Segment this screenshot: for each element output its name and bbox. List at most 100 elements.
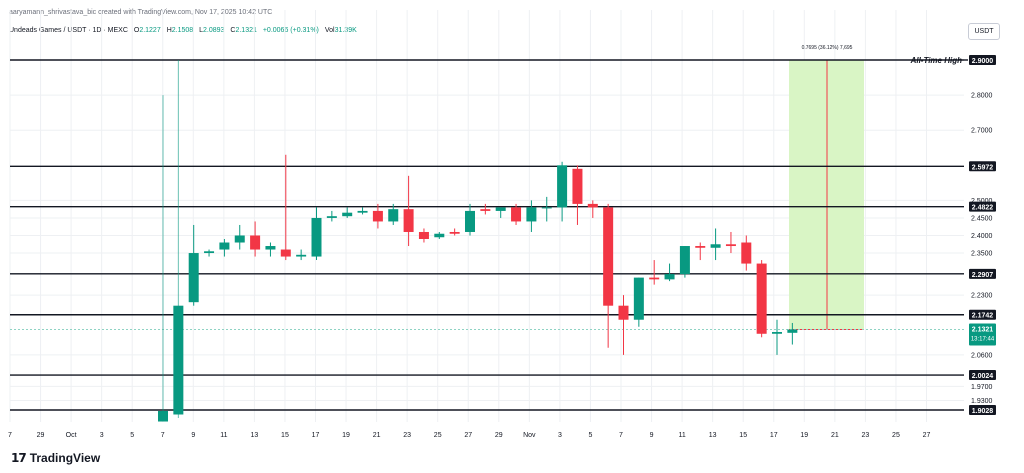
- ohlc-high-key: H: [166, 27, 172, 34]
- x-tick-label: 11: [678, 432, 685, 439]
- level-label: 2.1742: [972, 313, 994, 320]
- candle-body: [372, 210, 383, 222]
- tradingview-logo[interactable]: 17 TradingView: [11, 451, 100, 465]
- candle-body: [204, 251, 215, 254]
- candle-body: [772, 332, 782, 334]
- y-tick-label: 2.0600: [971, 352, 993, 359]
- ohlc-low-value: 2.0893: [203, 27, 225, 34]
- y-tick-label: 1.9700: [971, 384, 993, 391]
- x-tick-label: 9: [650, 432, 654, 439]
- candle-body: [311, 217, 322, 257]
- currency-button[interactable]: USDT: [968, 23, 1000, 40]
- y-tick-label: 2.4500: [971, 215, 993, 222]
- candle-body: [280, 249, 291, 257]
- candle-body: [787, 329, 798, 333]
- x-tick-label: Oct: [66, 432, 77, 439]
- y-tick-label: 2.3500: [971, 251, 993, 258]
- y-tick-label: 1.9300: [971, 398, 993, 405]
- level-label-box: [969, 268, 996, 279]
- candle-body: [388, 209, 399, 222]
- candle-body: [403, 209, 414, 232]
- x-tick-label: 15: [281, 432, 289, 439]
- x-tick-label: 7: [8, 432, 12, 439]
- time-axis: 7 29 Oct 3 5 7 9 11 13 15 17 19 21 23 25 27 29 Nov 3 5 7 9 11 1…: [8, 432, 930, 439]
- candle-body: [695, 246, 706, 248]
- x-tick-label: 5: [130, 432, 134, 439]
- x-tick-label: 19: [342, 432, 350, 439]
- x-tick-label: 25: [434, 432, 442, 439]
- candle-body: [679, 246, 690, 275]
- chart-creator-credit: aaryamann_shrivastava_bic created with T…: [9, 9, 273, 16]
- candle-body: [572, 168, 583, 204]
- x-tick-label: 21: [831, 432, 839, 439]
- x-tick-label: 23: [403, 432, 411, 439]
- x-tick-label: 27: [923, 432, 931, 439]
- candle-body: [357, 210, 368, 213]
- candle-body: [633, 277, 644, 320]
- candle-body: [234, 235, 245, 243]
- x-tick-label: 19: [800, 432, 808, 439]
- candle-body: [587, 203, 598, 208]
- candle-body: [541, 207, 552, 209]
- tradingview-logo-icon: 17: [11, 451, 27, 465]
- x-tick-label: 5: [588, 432, 592, 439]
- x-tick-label: 15: [739, 432, 747, 439]
- candle-body: [418, 231, 429, 240]
- candle-body: [664, 274, 675, 280]
- x-tick-label: 25: [892, 432, 900, 439]
- x-tick-label: 7: [619, 432, 623, 439]
- y-tick-label: 2.8000: [971, 93, 993, 100]
- level-label: 2.9000: [972, 58, 994, 65]
- candles: [158, 60, 798, 422]
- x-tick-label: 9: [191, 432, 195, 439]
- candle-body: [649, 277, 660, 280]
- candle-body: [618, 305, 629, 320]
- x-tick-label: 11: [220, 432, 227, 439]
- price-change: +0.0066 (+0.31%): [262, 27, 319, 34]
- ohlc-open-value: 2.1227: [139, 27, 161, 34]
- x-tick-label: 29: [37, 432, 45, 439]
- x-tick-label: 29: [495, 432, 503, 439]
- x-tick-label: 7: [161, 432, 165, 439]
- candle-body: [173, 305, 184, 415]
- projection-label: 0.7695 (36.12%) 7,695: [802, 45, 853, 51]
- y-tick-label: 2.7000: [971, 128, 993, 135]
- level-label: 2.2907: [972, 272, 994, 279]
- x-tick-label: 3: [100, 432, 104, 439]
- x-tick-label: 17: [312, 432, 320, 439]
- x-tick-label: 3: [558, 432, 562, 439]
- candle-body: [511, 207, 522, 222]
- ohlc-close-key: C: [230, 27, 236, 34]
- candle-body: [434, 233, 445, 238]
- level-label-box: [969, 201, 996, 212]
- level-label-box: [969, 309, 996, 320]
- volume-key: Vol: [324, 27, 335, 34]
- countdown-label: 13:17:44: [971, 337, 995, 343]
- candle-body: [480, 209, 491, 211]
- level-label: 1.9028: [972, 408, 994, 415]
- level-label-box: [969, 161, 996, 172]
- candle-body: [741, 242, 752, 264]
- projection-box: 0.7695 (36.12%) 7,695: [789, 45, 864, 331]
- price-axis: 2.8000 2.7000 2.5000 2.4500 2.4000 2.3500 2.23…: [971, 93, 993, 405]
- level-label: 2.5972: [972, 164, 994, 171]
- candle-body: [188, 253, 199, 303]
- ohlc-low-key: L: [199, 27, 204, 34]
- candle-body: [296, 254, 307, 257]
- tradingview-logo-text: TradingView: [29, 451, 101, 465]
- x-tick-label: Nov: [523, 432, 536, 439]
- candle-body: [557, 165, 568, 208]
- candle-body: [603, 207, 614, 306]
- horizontal-levels: 2.9000 All-Time High 2.5972 2.4822 2.2907 2.1…: [10, 55, 996, 415]
- level-label-box: [969, 370, 996, 381]
- candle-body: [342, 212, 353, 217]
- symbol-name[interactable]: Undeads Games / USDT · 1D · MEXC: [9, 27, 128, 34]
- x-tick-label: 13: [251, 432, 259, 439]
- current-price-label: 2.1321: [972, 327, 994, 334]
- ohlc-open-key: O: [133, 27, 140, 34]
- candle-body: [449, 231, 460, 234]
- candle-body: [526, 207, 537, 222]
- candle-body: [756, 263, 767, 334]
- level-label: 2.0024: [972, 373, 994, 380]
